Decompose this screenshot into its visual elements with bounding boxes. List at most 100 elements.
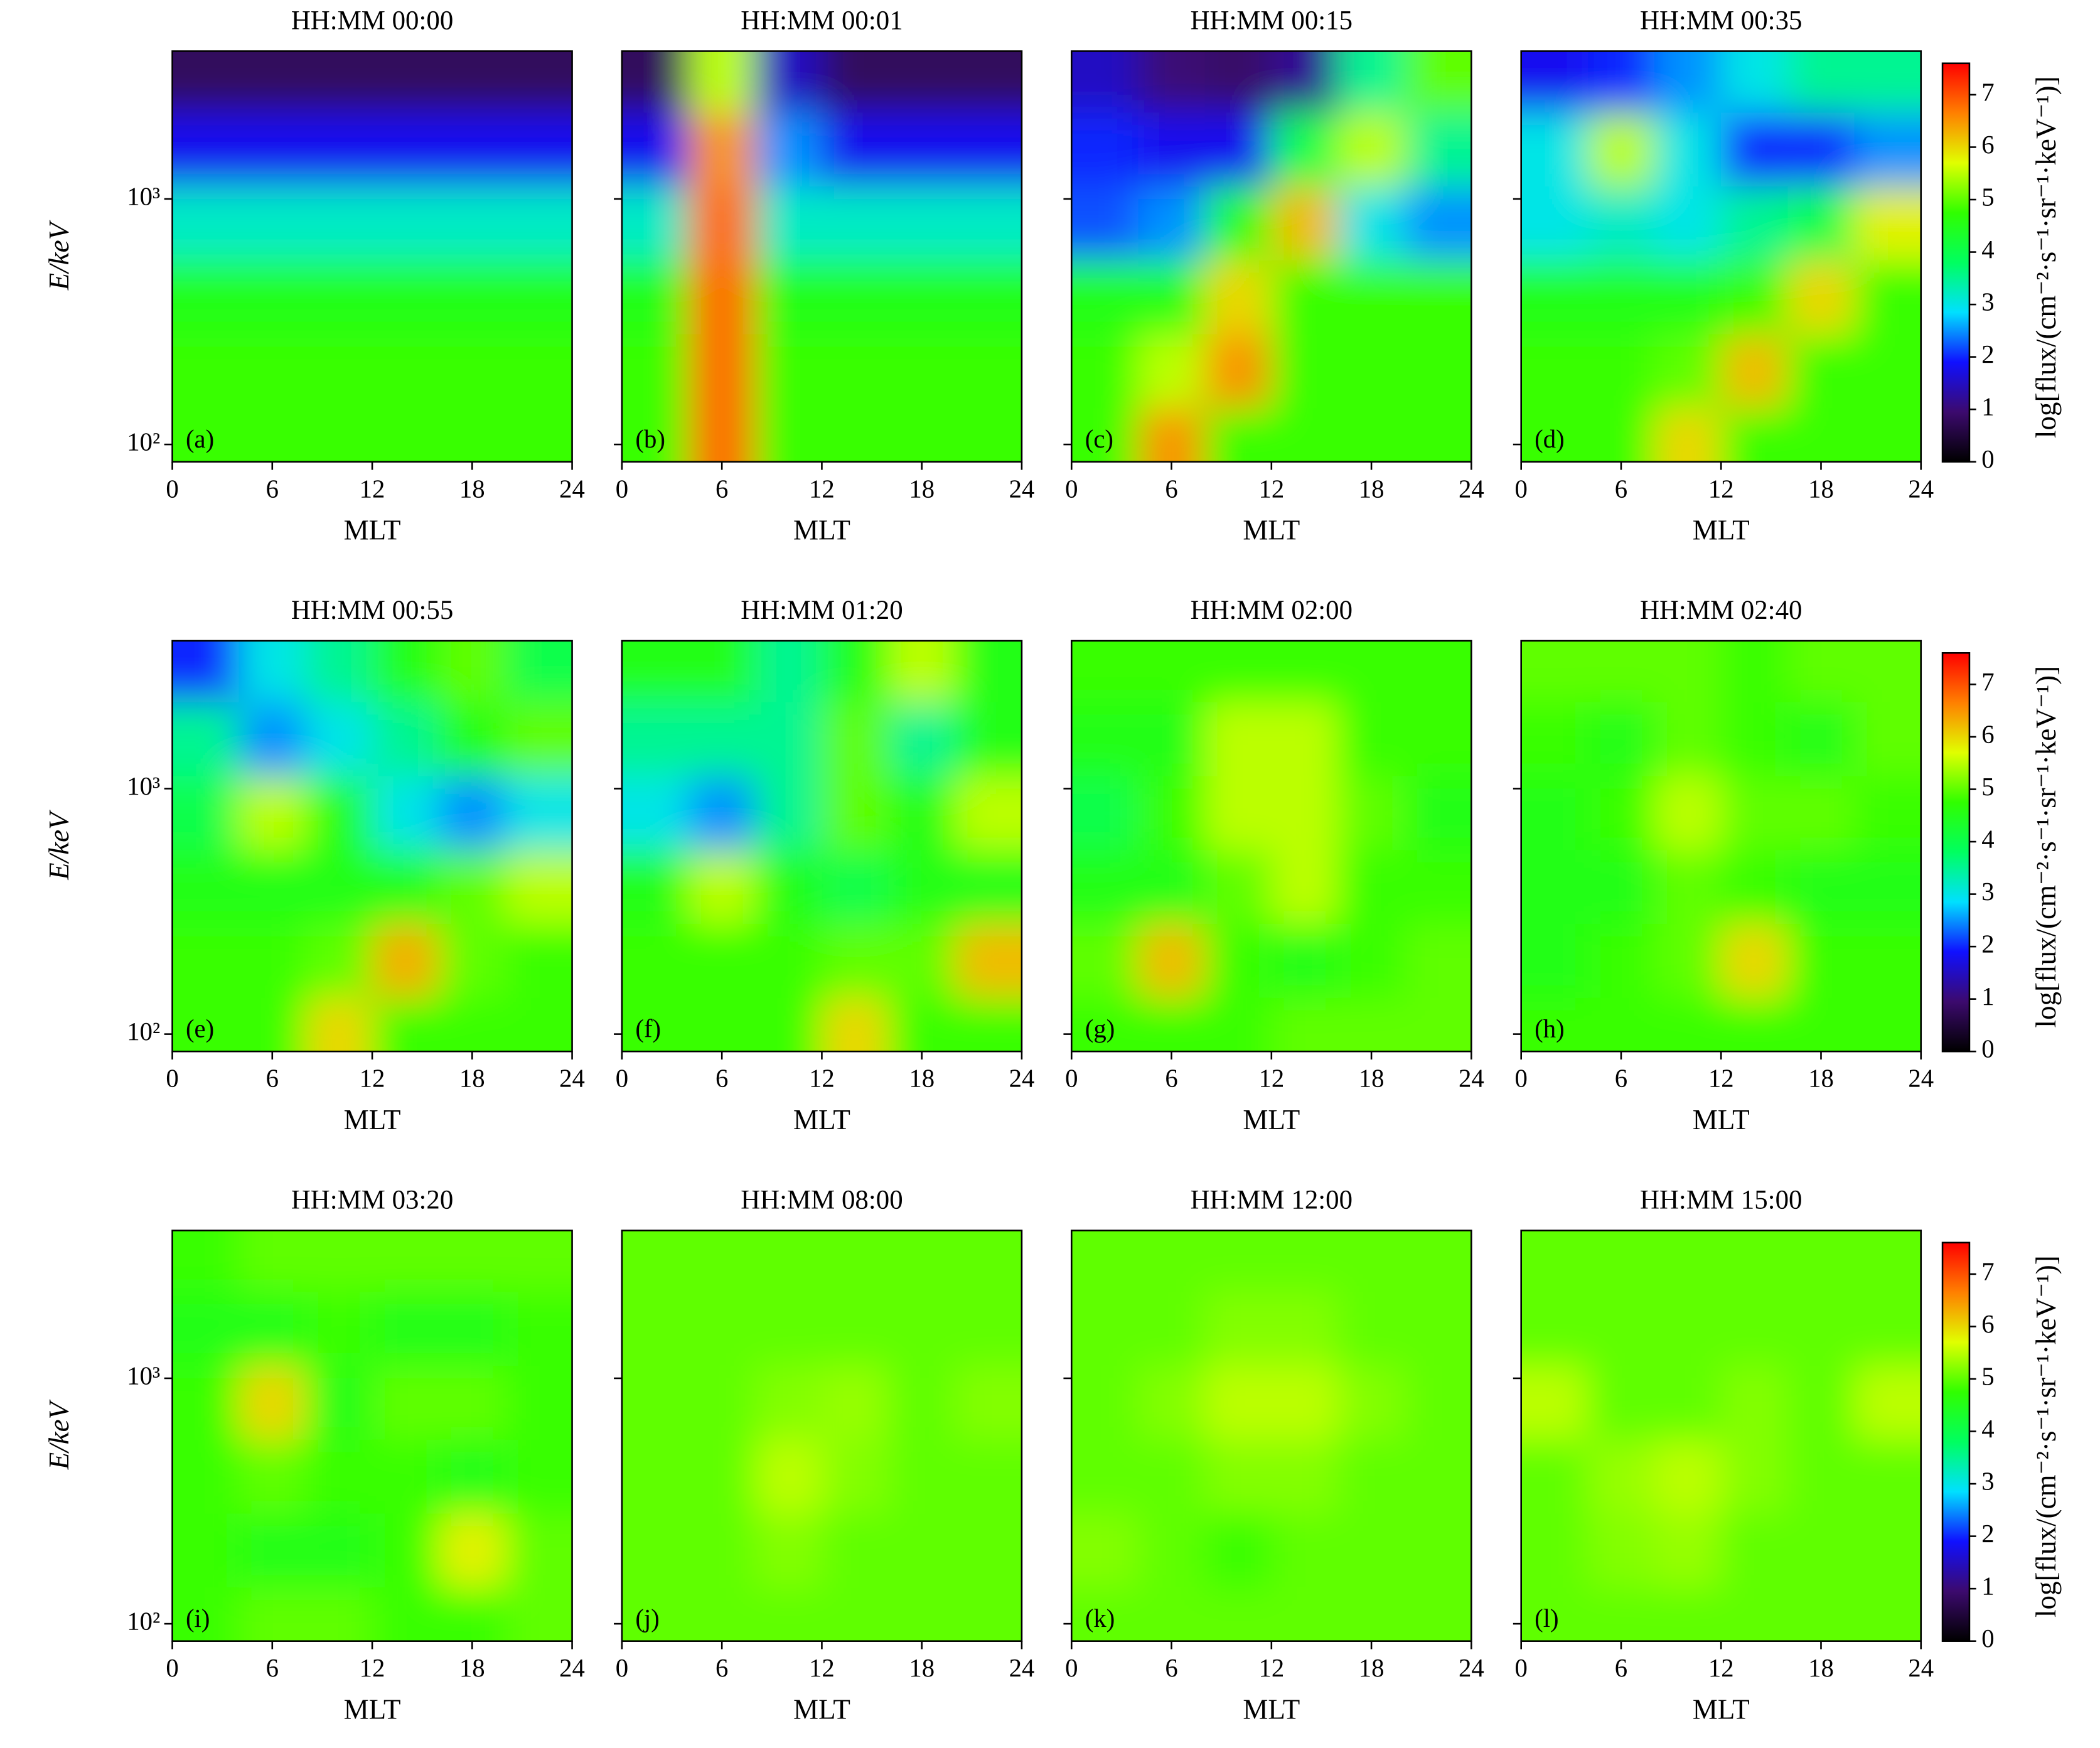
heatmap-cell — [505, 1291, 572, 1366]
x-tick-label: 0 — [166, 1654, 178, 1682]
heatmap-cells — [172, 51, 572, 462]
heatmap-cell — [822, 1291, 889, 1366]
heatmap-cell — [1138, 701, 1206, 776]
heatmap-cell — [1071, 849, 1139, 925]
colorbar-tick-label: 6 — [1981, 131, 1994, 159]
heatmap-cell — [1854, 775, 1921, 850]
heatmap-cell — [1787, 997, 1855, 1052]
heatmap-cell — [172, 849, 240, 925]
heatmap-cell — [505, 333, 572, 409]
heatmap-cell — [1071, 997, 1139, 1052]
heatmap-cell — [1587, 1230, 1656, 1292]
x-axis-label: MLT — [344, 1694, 401, 1725]
x-axis-label: MLT — [1243, 1694, 1300, 1725]
heatmap-cell — [888, 1291, 956, 1366]
heatmap-cell — [888, 1513, 956, 1588]
heatmap-cell — [688, 407, 756, 462]
heatmap-cell — [621, 775, 690, 850]
heatmap-cell — [688, 112, 756, 187]
heatmap-cell — [1721, 333, 1789, 409]
heatmap-cell — [305, 640, 373, 702]
heatmap-cell — [1138, 333, 1206, 409]
heatmap-cell — [505, 51, 572, 113]
heatmap-cell — [238, 775, 306, 850]
heatmap-cell — [755, 1513, 823, 1588]
heatmap-cell — [439, 1230, 506, 1292]
heatmap-cell — [238, 1365, 306, 1440]
heatmap-cell — [1587, 1291, 1656, 1366]
panel: HH:MM 00:00 (a) 0 6 12 18 24 MLT 10² 10³ E/keV — [43, 6, 585, 545]
heatmap-cell — [1521, 333, 1588, 409]
colorbar-tick-label: 2 — [1981, 930, 1994, 958]
heatmap-cell — [955, 1587, 1022, 1641]
heatmap-cell — [621, 701, 690, 776]
colorbar-tick-label: 5 — [1981, 773, 1994, 801]
heatmap-cell — [1721, 51, 1789, 113]
heatmap-cell — [172, 1291, 240, 1366]
heatmap-cell — [1787, 1513, 1855, 1588]
heatmap-cell — [621, 1439, 690, 1514]
heatmap-cell — [505, 259, 572, 335]
heatmap-cell — [1338, 1513, 1406, 1588]
heatmap-cell — [755, 1365, 823, 1440]
heatmap-cell — [172, 51, 240, 113]
heatmap-cell — [1721, 1230, 1789, 1292]
heatmap-cell — [1138, 51, 1206, 113]
colorbar-tick-label: 6 — [1981, 1310, 1994, 1338]
x-tick-label: 6 — [1165, 1654, 1177, 1682]
heatmap-cell — [372, 1587, 440, 1641]
heatmap-cell — [1138, 1439, 1206, 1514]
heatmap-cell — [1787, 259, 1855, 335]
heatmap-cell — [1787, 701, 1855, 776]
colorbar-tick-label: 4 — [1981, 1415, 1994, 1443]
x-tick-label: 0 — [1515, 1064, 1528, 1093]
heatmap-cell — [1521, 186, 1588, 260]
heatmap-cell — [439, 997, 506, 1052]
heatmap-cell — [439, 259, 506, 335]
x-tick-label: 18 — [909, 475, 935, 503]
heatmap-cell — [372, 112, 440, 187]
heatmap-cell — [1204, 1439, 1272, 1514]
heatmap-cell — [1204, 259, 1272, 335]
heatmap-cell — [1204, 923, 1272, 998]
heatmap-cell — [1338, 640, 1406, 702]
heatmap-cell — [1787, 1291, 1855, 1366]
panel: HH:MM 03:20 (i) 0 6 12 18 24 MLT 10² 10³ E/keV — [43, 1185, 585, 1725]
heatmap-cell — [1071, 1230, 1139, 1292]
heatmap-cell — [755, 1439, 823, 1514]
heatmap-cell — [1338, 259, 1406, 335]
heatmap-cell — [505, 407, 572, 462]
heatmap-cell — [1854, 333, 1921, 409]
colorbar-label: log[flux/(cm⁻²·s⁻¹·sr⁻¹·keV⁻¹)] — [2030, 666, 2062, 1028]
panel-label: (j) — [635, 1604, 659, 1633]
x-tick-label: 12 — [360, 475, 385, 503]
heatmap-cell — [755, 1291, 823, 1366]
heatmap-cell — [1721, 849, 1789, 925]
heatmap-cell — [1587, 1587, 1656, 1641]
heatmap-cell — [1405, 1291, 1472, 1366]
heatmap-cell — [372, 997, 440, 1052]
panel: HH:MM 08:00 (j) 0 6 12 18 24 MLT — [614, 1185, 1034, 1725]
heatmap-cell — [688, 701, 756, 776]
heatmap-cell — [1787, 849, 1855, 925]
heatmap-cell — [1787, 407, 1855, 462]
y-tick-label: 10² — [127, 1017, 160, 1046]
heatmap-cell — [1654, 51, 1722, 113]
y-tick-label: 10³ — [127, 182, 160, 210]
heatmap-cell — [1204, 849, 1272, 925]
heatmap-cell — [372, 259, 440, 335]
y-axis-label: E/keV — [43, 1399, 75, 1470]
panel: HH:MM 00:35 (d)0 6 12 18 24 MLT — [1513, 6, 1934, 546]
heatmap-cell — [172, 333, 240, 409]
heatmap-cell — [688, 1587, 756, 1641]
heatmap-cell — [888, 1587, 956, 1641]
heatmap-cell — [1587, 1365, 1656, 1440]
heatmap-cell — [888, 259, 956, 335]
x-tick-label: 12 — [1258, 475, 1284, 503]
x-tick-label: 24 — [559, 475, 585, 503]
heatmap-cell — [888, 701, 956, 776]
colorbar-tick-label: 2 — [1981, 1520, 1994, 1548]
heatmap-cell — [372, 701, 440, 776]
heatmap-cell — [688, 259, 756, 335]
heatmap-cell — [621, 51, 690, 113]
